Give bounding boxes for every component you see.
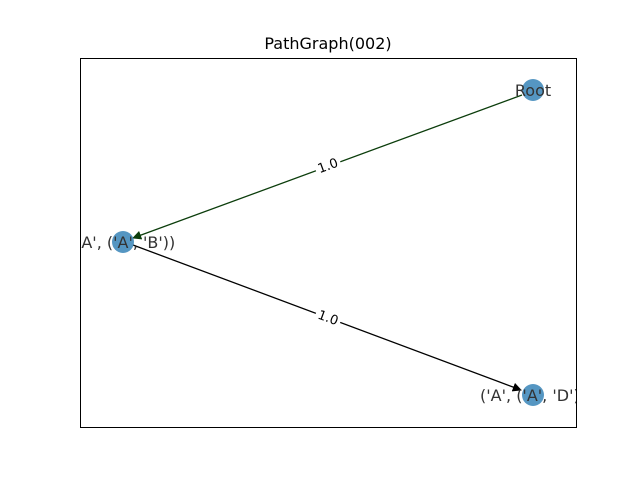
edge-label-ab-ad: 1.0	[316, 308, 341, 329]
node-ab	[112, 231, 134, 253]
edge-label-ab-ad-bg	[313, 305, 344, 330]
node-root	[522, 79, 544, 101]
graph-canvas: 1.0 1.0 Root ('A', ('A', 'B')) ('A', ('A…	[71, 79, 586, 406]
node-ad	[522, 384, 544, 406]
edge-label-root-ab: 1.0	[316, 156, 341, 177]
edge-label-ab-ad-group: 1.0	[313, 305, 344, 330]
node-label-ab: ('A', ('A', 'B'))	[71, 233, 176, 252]
node-label-ad: ('A', ('A', 'D'))	[480, 386, 586, 405]
graph-title: PathGraph(002)	[264, 34, 391, 53]
node-label-root: Root	[515, 81, 551, 100]
axes-frame	[80, 58, 577, 428]
edge-label-root-ab-bg	[312, 153, 343, 178]
edge-label-root-ab-group: 1.0	[312, 153, 343, 178]
